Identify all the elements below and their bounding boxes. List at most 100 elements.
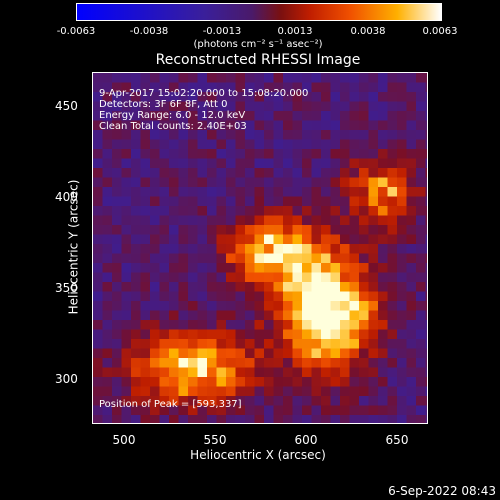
image-pixel bbox=[169, 339, 179, 349]
image-pixel bbox=[254, 253, 265, 264]
image-pixel bbox=[254, 225, 265, 235]
image-pixel bbox=[378, 339, 388, 349]
image-pixel bbox=[169, 367, 179, 378]
image-pixel bbox=[102, 73, 113, 83]
image-pixel bbox=[140, 177, 151, 188]
image-pixel bbox=[340, 234, 350, 245]
image-pixel bbox=[254, 196, 265, 207]
image-pixel bbox=[311, 367, 322, 378]
image-pixel bbox=[378, 187, 388, 197]
image-pixel bbox=[178, 301, 189, 311]
image-pixel bbox=[188, 177, 198, 188]
image-pixel bbox=[121, 82, 132, 93]
image-pixel bbox=[378, 329, 388, 340]
image-pixel bbox=[254, 377, 265, 387]
image-pixel bbox=[216, 329, 227, 340]
image-pixel bbox=[93, 348, 103, 359]
image-pixel bbox=[131, 149, 141, 159]
image-pixel bbox=[178, 310, 189, 321]
image-pixel bbox=[159, 158, 170, 169]
image-pixel bbox=[102, 101, 113, 112]
image-pixel bbox=[406, 215, 417, 226]
image-pixel bbox=[321, 120, 331, 131]
image-pixel bbox=[112, 339, 122, 349]
image-pixel bbox=[378, 320, 388, 330]
image-pixel bbox=[178, 405, 189, 416]
image-pixel bbox=[197, 177, 208, 188]
image-pixel bbox=[330, 177, 341, 188]
image-pixel bbox=[112, 168, 122, 178]
image-pixel bbox=[112, 92, 122, 102]
image-pixel bbox=[169, 282, 179, 292]
image-pixel bbox=[359, 206, 369, 216]
image-pixel bbox=[349, 377, 360, 387]
image-pixel bbox=[121, 92, 132, 102]
image-pixel bbox=[254, 158, 265, 169]
image-pixel bbox=[169, 139, 179, 150]
image-pixel bbox=[311, 244, 322, 254]
image-pixel bbox=[159, 386, 170, 397]
image-pixel bbox=[378, 310, 388, 321]
image-pixel bbox=[197, 187, 208, 197]
image-pixel bbox=[340, 196, 350, 207]
image-pixel bbox=[340, 225, 350, 235]
image-pixel bbox=[416, 92, 426, 102]
image-pixel bbox=[283, 377, 293, 387]
image-pixel bbox=[416, 263, 426, 273]
image-pixel bbox=[112, 310, 122, 321]
image-pixel bbox=[425, 149, 427, 159]
image-pixel bbox=[140, 396, 151, 406]
image-pixel bbox=[102, 396, 113, 406]
image-pixel bbox=[150, 215, 160, 226]
image-pixel bbox=[159, 282, 170, 292]
image-pixel bbox=[245, 415, 255, 423]
image-pixel bbox=[349, 82, 360, 93]
image-pixel bbox=[131, 244, 141, 254]
image-pixel bbox=[387, 111, 398, 121]
image-pixel bbox=[140, 339, 151, 349]
image-pixel bbox=[140, 244, 151, 254]
image-pixel bbox=[178, 101, 189, 112]
image-pixel bbox=[121, 386, 132, 397]
image-pixel bbox=[349, 130, 360, 140]
image-pixel bbox=[102, 111, 113, 121]
image-pixel bbox=[387, 234, 398, 245]
image-pixel bbox=[254, 263, 265, 273]
image-pixel bbox=[197, 367, 208, 378]
image-pixel bbox=[188, 158, 198, 169]
image-pixel bbox=[121, 177, 132, 188]
image-pixel bbox=[397, 168, 407, 178]
image-pixel bbox=[197, 139, 208, 150]
image-pixel bbox=[406, 101, 417, 112]
x-tick-label: 600 bbox=[294, 433, 318, 447]
image-pixel bbox=[150, 405, 160, 416]
image-pixel bbox=[197, 377, 208, 387]
image-pixel bbox=[264, 158, 274, 169]
image-pixel bbox=[140, 282, 151, 292]
image-pixel bbox=[321, 92, 331, 102]
image-pixel bbox=[226, 225, 236, 235]
image-pixel bbox=[131, 139, 141, 150]
image-pixel bbox=[264, 92, 274, 102]
image-pixel bbox=[197, 396, 208, 406]
image-pixel bbox=[397, 405, 407, 416]
image-pixel bbox=[368, 234, 379, 245]
image-pixel bbox=[283, 263, 293, 273]
image-pixel bbox=[207, 73, 217, 83]
image-pixel bbox=[311, 386, 322, 397]
image-pixel bbox=[188, 386, 198, 397]
image-pixel bbox=[112, 405, 122, 416]
image-pixel bbox=[378, 291, 388, 302]
image-pixel bbox=[178, 206, 189, 216]
image-pixel bbox=[330, 320, 341, 330]
image-pixel bbox=[416, 234, 426, 245]
image-pixel bbox=[150, 329, 160, 340]
image-pixel bbox=[387, 415, 398, 423]
image-pixel bbox=[93, 358, 103, 368]
image-pixel bbox=[150, 272, 160, 283]
image-pixel bbox=[302, 301, 312, 311]
image-pixel bbox=[349, 253, 360, 264]
image-pixel bbox=[340, 415, 350, 423]
image-pixel bbox=[131, 282, 141, 292]
image-pixel bbox=[292, 396, 303, 406]
